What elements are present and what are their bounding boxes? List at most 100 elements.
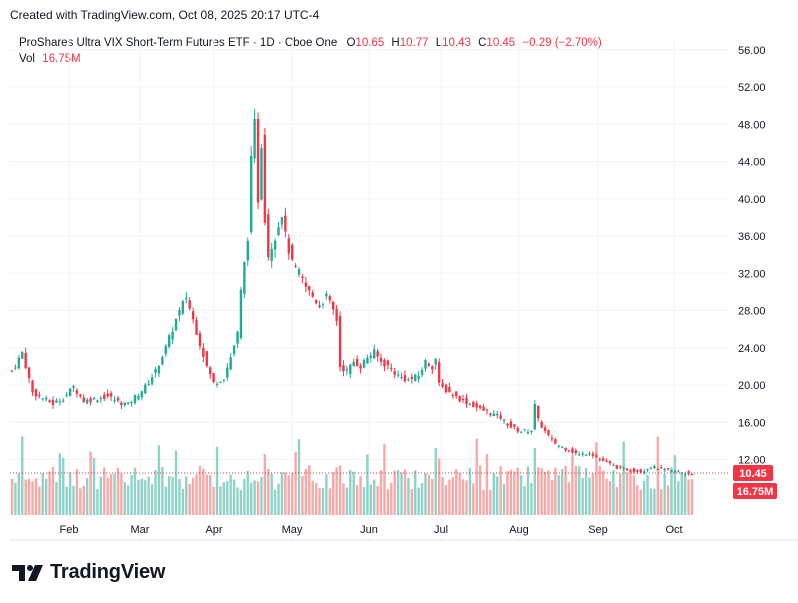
candle-body	[120, 402, 123, 405]
x-tick-label: Feb	[60, 524, 79, 536]
candle-body	[311, 292, 314, 297]
candle-body	[489, 413, 492, 415]
candle-body	[540, 421, 543, 428]
y-tick-label: 52.00	[738, 82, 766, 94]
volume-bar	[96, 489, 99, 515]
candle-body	[246, 240, 249, 261]
volume-bar	[523, 486, 526, 515]
candle-body	[642, 471, 646, 474]
candle-body	[461, 399, 465, 401]
volume-bar	[489, 489, 492, 515]
volume-bar	[615, 487, 619, 515]
candle-body	[263, 134, 267, 223]
candle-body	[267, 214, 270, 258]
price-axis[interactable]: 56.00 52.00 48.00 44.00 40.00 36.00 32.00 28.00…	[738, 45, 766, 467]
volume-bar	[239, 489, 243, 515]
volume-bar	[157, 445, 161, 515]
candle-body	[82, 397, 85, 403]
candle-body	[154, 368, 157, 373]
y-tick-label: 32.00	[738, 268, 766, 280]
volume-bar	[424, 473, 427, 515]
volume-bar	[126, 485, 130, 515]
candle-body	[85, 399, 89, 404]
candle-body	[345, 369, 349, 371]
volume-bar	[403, 469, 407, 515]
candle-body	[31, 380, 34, 393]
volume-bar	[666, 485, 670, 515]
candle-body	[17, 357, 21, 369]
candle-body	[92, 397, 96, 399]
y-tick-label: 56.00	[738, 45, 766, 57]
volume-bar	[72, 485, 75, 515]
volume-bar	[533, 447, 537, 515]
volume-bar	[349, 469, 352, 515]
candle-body	[499, 415, 502, 419]
volume-bar	[373, 479, 376, 515]
candle-body	[369, 355, 372, 358]
volume-bar	[673, 455, 677, 515]
symbol-title[interactable]: ProShares Ultra VIX Short-Term Futures E…	[19, 37, 338, 49]
volume-bar	[393, 470, 396, 515]
candle-body	[612, 464, 615, 466]
candle-body	[509, 421, 513, 428]
volume-bar	[540, 467, 543, 515]
volume-bar	[506, 471, 509, 515]
volume-bar	[109, 474, 113, 515]
candle-body	[21, 352, 24, 359]
volume-bar	[287, 475, 290, 515]
candle-body	[376, 351, 379, 357]
candle-body	[390, 367, 393, 369]
candle-body	[666, 467, 670, 469]
volume-bar	[34, 478, 38, 515]
volume-bar	[205, 474, 208, 515]
volume-bar	[150, 484, 154, 515]
candle-body	[34, 389, 38, 397]
candle-body	[653, 466, 656, 469]
candle-body	[239, 289, 243, 338]
volume-bar	[185, 476, 188, 515]
y-tick-label: 28.00	[738, 306, 766, 318]
time-axis[interactable]: Feb Mar Apr May Jun Jul Aug Sep Oct	[60, 524, 683, 536]
candle-body	[335, 308, 338, 321]
candle-body	[236, 331, 239, 344]
volume-bar	[65, 486, 68, 515]
candle-body	[226, 367, 229, 378]
volume-tag-text: 16.75M	[737, 486, 774, 498]
candle-body	[444, 384, 448, 393]
volume-bar	[564, 465, 567, 515]
candle-body	[219, 381, 222, 383]
candle-body	[673, 471, 677, 473]
candle-body	[222, 379, 226, 381]
volume-bar	[420, 483, 424, 515]
candle-body	[325, 293, 328, 297]
volume-bar	[246, 470, 249, 515]
volume-bar	[311, 480, 314, 515]
candle-body	[41, 398, 44, 400]
volume-bar	[496, 476, 499, 515]
candle-body	[195, 319, 198, 336]
volume-bar	[509, 469, 513, 515]
candle-body	[441, 383, 444, 387]
volume-bar	[690, 479, 694, 515]
candle-body	[89, 398, 92, 403]
candle-body	[243, 261, 246, 294]
candle-body	[567, 450, 571, 452]
volume-bar	[516, 467, 519, 515]
volume-bar	[85, 478, 89, 515]
candle-body	[202, 347, 205, 357]
volume-label[interactable]: Vol	[19, 53, 35, 65]
candle-body	[523, 429, 526, 431]
volume-bar	[468, 467, 472, 515]
volume-bar	[181, 488, 185, 515]
candle-body	[103, 394, 106, 399]
y-tick-label: 48.00	[738, 119, 766, 131]
candle-body	[588, 453, 591, 455]
candle-body	[636, 470, 639, 472]
volume-bar	[297, 439, 301, 515]
volume-bar	[431, 478, 434, 515]
volume-bar	[147, 476, 150, 515]
volume-bar	[444, 485, 448, 515]
tradingview-logo[interactable]: TradingView	[12, 561, 165, 584]
candle-body	[578, 454, 581, 456]
